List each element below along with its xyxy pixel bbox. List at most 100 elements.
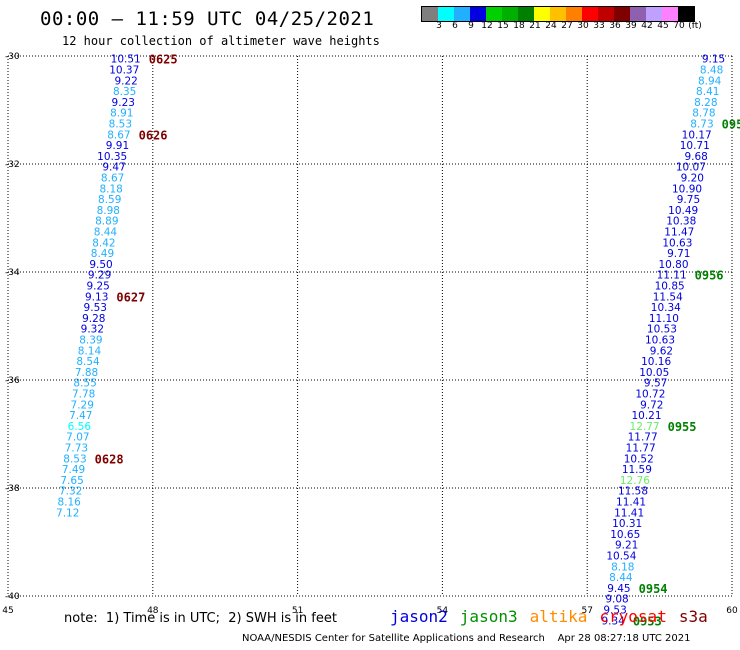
wave-height-label: 8.49 [91,248,114,260]
wave-height-label: 10.16 [641,356,671,368]
wave-height-label: 8.42 [92,237,115,249]
wave-height-label: 9.71 [667,248,690,260]
wave-height-label: 8.89 [95,216,118,228]
color-swatch [486,7,502,21]
wave-height-label: 6.56 [68,421,92,433]
legend-item-jason3: jason3 [459,607,518,626]
pass-time-label: 0955 [668,420,697,434]
color-scale-label: 36 [609,21,621,31]
wave-height-label: 9.28 [82,313,105,325]
wave-height-label: 10.65 [610,529,640,541]
color-scale-label: 24 [545,21,557,31]
color-scale-label: 3 [436,21,442,31]
wave-height-label: 9.34 [601,615,625,627]
wave-height-label: 8.55 [73,378,96,390]
wave-height-label: 8.41 [696,86,719,98]
wave-height-label: 8.67 [101,173,124,185]
wave-height-label: 10.21 [631,410,661,422]
color-swatch [662,7,678,21]
wave-height-label: 10.37 [109,65,139,77]
color-swatch [550,7,566,21]
wave-height-label: 8.98 [97,205,120,217]
wave-height-label: 11.11 [657,270,687,282]
color-scale-label: 12 [481,21,493,31]
wave-height-label: 9.53 [603,605,626,617]
wave-height-label: 9.15 [702,54,725,66]
wave-height-label: 8.18 [611,561,634,573]
wave-height-label: 7.29 [71,399,94,411]
wave-height-label: 9.21 [615,540,638,552]
wave-height-label: 11.41 [614,507,644,519]
legend-item-s3a: s3a [678,607,708,626]
color-swatch [422,7,438,21]
pass-time-label: 0626 [139,128,168,142]
pass-time-label: 0953 [633,614,662,628]
wave-height-label: 11.77 [628,432,658,444]
wave-height-label: 9.08 [605,594,628,606]
color-scale-label: 6 [452,21,458,31]
pass-time-label: 0628 [95,452,124,466]
wave-height-label: 10.80 [658,259,688,271]
color-swatch [534,7,550,21]
legend-item-cryosat: cryosat [599,607,667,626]
wave-height-label: 7.32 [59,486,82,498]
color-scale-label: 21 [529,21,541,31]
wave-height-label: 11.47 [664,227,694,239]
page-subtitle: 12 hour collection of altimeter wave hei… [62,34,380,48]
wave-height-label: 7.88 [75,367,98,379]
credit-line: NOAA/NESDIS Center for Satellite Applica… [242,633,691,644]
color-scale-label: 27 [561,21,573,31]
wave-height-label: 8.18 [99,183,122,195]
color-scale-label: 39 [625,21,637,31]
lat-tick-label: -32 [5,160,20,170]
color-swatch [566,7,582,21]
wave-height-label: 7.78 [72,389,95,401]
color-swatch [646,7,662,21]
wave-height-label: 10.72 [635,389,665,401]
lon-tick-label: 48 [147,606,159,616]
wave-height-label: 10.52 [624,453,654,465]
wave-height-label: 9.29 [88,270,111,282]
wave-height-label: 11.77 [626,443,656,455]
wave-height-label: 11.41 [616,497,646,509]
wave-height-label: 10.71 [680,140,710,152]
wave-height-label: 8.28 [694,97,717,109]
wave-height-label: 8.54 [76,356,100,368]
wave-height-label: 9.62 [650,345,673,357]
wave-height-label: 10.35 [97,151,127,163]
wave-height-label: 9.53 [84,302,107,314]
color-swatch [678,7,694,21]
wave-height-label: 10.49 [668,205,698,217]
lat-tick-label: -40 [5,592,20,602]
wave-height-label: 12.76 [620,475,650,487]
wave-height-label: 10.05 [639,367,669,379]
color-swatch [438,7,454,21]
wave-height-label: 10.54 [606,551,636,563]
wave-height-label: 11.59 [622,464,652,476]
wave-height-label: 11.58 [618,486,648,498]
color-swatch [454,7,470,21]
wave-height-label: 9.25 [86,281,109,293]
lat-tick-label: -36 [5,376,20,386]
color-swatch [518,7,534,21]
wave-height-label: 8.14 [78,345,102,357]
wave-height-label: 8.16 [57,497,81,509]
wave-height-label: 9.47 [102,162,125,174]
legend-item-altika: altika [529,607,588,626]
color-scale-label: 30 [577,21,589,31]
color-swatch [502,7,518,21]
wave-height-label: 9.75 [677,194,700,206]
wave-height-label: 7.12 [56,507,79,519]
wave-height-label: 10.63 [662,237,692,249]
wave-height-label: 9.57 [644,378,667,390]
wave-height-label: 10.51 [111,54,141,66]
satellite-legend: jason2 jason3 altika cryosat s3a [390,607,720,626]
color-scale-label: 42 [641,21,653,31]
lon-tick-label: 45 [2,606,13,616]
wave-height-label: 8.39 [79,335,102,347]
wave-height-label: 10.31 [612,518,642,530]
lon-tick-label: 51 [292,606,303,616]
wave-height-label: 7.49 [62,464,85,476]
color-scale-label: 45 [657,21,669,31]
